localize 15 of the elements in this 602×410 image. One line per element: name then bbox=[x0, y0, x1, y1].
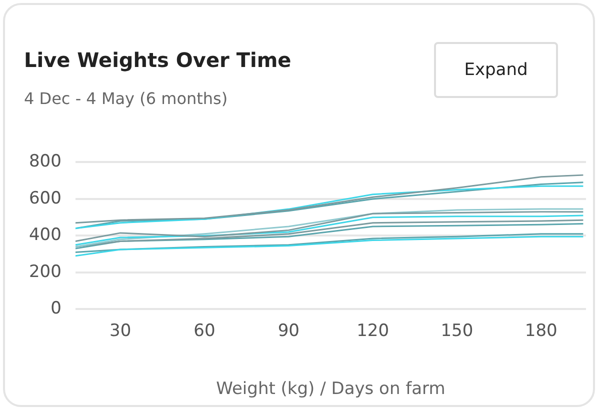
x-tick-label: 90 bbox=[278, 320, 300, 341]
chart-subtitle: 4 Dec - 4 May (6 months) bbox=[24, 89, 228, 108]
y-tick-label: 0 bbox=[50, 298, 62, 319]
y-tick-label: 400 bbox=[28, 225, 62, 246]
x-tick-label: 180 bbox=[524, 320, 558, 341]
x-tick-label: 30 bbox=[110, 320, 132, 341]
text: Expand bbox=[434, 42, 558, 98]
x-tick-label: 150 bbox=[440, 320, 474, 341]
chart-title: Live Weights Over Time bbox=[24, 48, 292, 72]
x-tick-label: 120 bbox=[356, 320, 390, 341]
x-axis-title: Weight (kg) / Days on farm bbox=[216, 379, 446, 400]
y-tick-label: 600 bbox=[28, 188, 62, 208]
y-tick-label: 800 bbox=[28, 152, 62, 172]
y-tick-label: 200 bbox=[28, 262, 62, 282]
x-tick-label: 60 bbox=[194, 320, 216, 341]
